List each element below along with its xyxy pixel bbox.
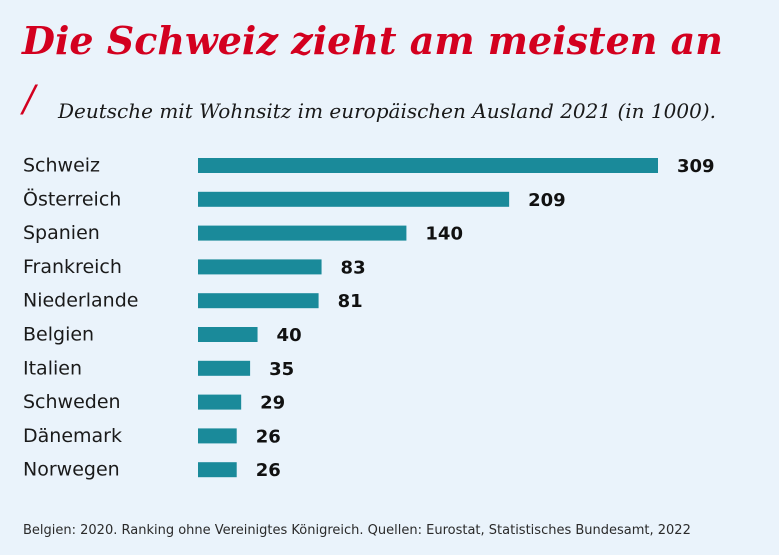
value-label: 35 <box>269 359 294 380</box>
bar <box>198 327 258 342</box>
chart-title: Die Schweiz zieht am meisten an <box>22 18 723 63</box>
category-label: Italien <box>23 357 82 379</box>
category-label: Spanien <box>23 222 100 244</box>
bar-chart: Schweiz 309 Österreich 209 Spanien 140 Frankre… <box>23 155 715 482</box>
bar <box>198 225 407 241</box>
bar <box>198 158 658 173</box>
bar <box>198 360 251 376</box>
category-label: Belgien <box>23 324 94 346</box>
category-label: Norwegen <box>23 459 120 481</box>
value-label: 26 <box>256 460 281 481</box>
value-label: 309 <box>677 156 715 177</box>
slash-accent: / <box>23 79 36 120</box>
category-label: Frankreich <box>23 256 122 278</box>
value-label: 40 <box>277 325 302 346</box>
bar <box>198 259 322 275</box>
category-label: Schweiz <box>23 155 100 177</box>
category-label: Dänemark <box>23 425 122 447</box>
value-label: 140 <box>425 224 463 245</box>
bar <box>198 428 237 444</box>
value-label: 83 <box>341 257 366 278</box>
value-label: 26 <box>256 426 281 447</box>
value-label: 29 <box>260 393 285 414</box>
source-footnote: Belgien: 2020. Ranking ohne Vereinigtes … <box>23 523 691 538</box>
bar <box>198 191 510 207</box>
chart-subtitle: Deutsche mit Wohnsitz im europäischen Au… <box>58 99 716 123</box>
category-label: Österreich <box>23 187 121 210</box>
value-label: 209 <box>528 190 566 211</box>
category-label: Schweden <box>23 391 121 413</box>
bar <box>198 394 242 410</box>
bar <box>198 293 319 309</box>
value-label: 81 <box>338 291 363 312</box>
category-label: Niederlande <box>23 290 138 312</box>
bar <box>198 462 237 478</box>
